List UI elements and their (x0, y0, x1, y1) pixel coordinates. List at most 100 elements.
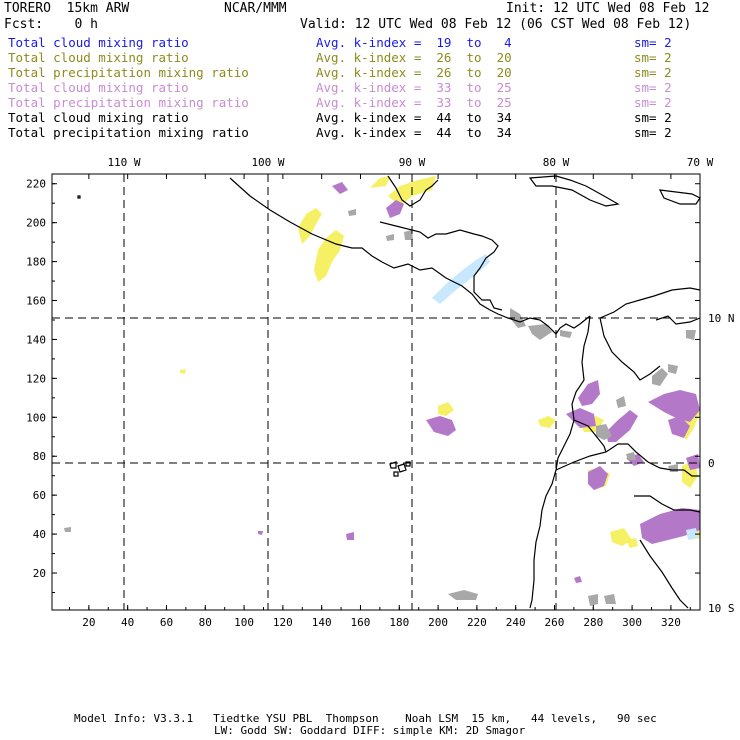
init-time: Init: 12 UTC Wed 08 Feb 12 (506, 1, 710, 16)
x-tick-label: 120 (273, 616, 293, 629)
legend-field-name: Total cloud mixing ratio (8, 50, 189, 65)
forecast-hour: Fcst: 0 h (4, 17, 98, 32)
yellow-cloud-area (314, 230, 344, 282)
yellow-cloud-area (180, 369, 186, 374)
gray-cloud-area (528, 324, 552, 340)
x-tick-label: 100 (234, 616, 254, 629)
legend-smoothing: sm= 2 (634, 95, 672, 110)
x-tick-label: 40 (121, 616, 134, 629)
x-tick-label: 240 (506, 616, 526, 629)
legend-field-name: Total cloud mixing ratio (8, 35, 189, 50)
purple-precip-area (426, 416, 456, 436)
gray-cloud-area (404, 230, 413, 240)
yellow-cloud-area (438, 402, 454, 416)
lightblue-cloud-area (432, 254, 490, 304)
purple-precip-area (668, 416, 690, 438)
y-tick-label: 180 (26, 256, 46, 269)
purple-precip-area (578, 380, 600, 406)
purple-precip-area (346, 532, 354, 540)
x-tick-label: 260 (545, 616, 565, 629)
gray-cloud-area (616, 396, 626, 408)
top-lon-label: 80 W (543, 156, 570, 169)
y-tick-label: 140 (26, 333, 46, 346)
gray-cloud-area (64, 527, 71, 532)
purple-precip-area (574, 576, 582, 583)
legend-smoothing: sm= 2 (634, 50, 672, 65)
bolivia-border (634, 495, 701, 513)
x-tick-label: 140 (312, 616, 332, 629)
legend-field-name: Total precipitation mixing ratio (8, 95, 249, 110)
legend-k-index: Avg. k-index = 33 to 25 (316, 80, 512, 95)
purple-precip-area (588, 466, 608, 490)
yucatan-coast (379, 221, 503, 311)
gray-cloud-area (652, 368, 668, 386)
gray-cloud-area (604, 594, 616, 604)
galapagos-islands (389, 461, 411, 477)
purple-precip-area (606, 410, 638, 442)
x-tick-label: 80 (199, 616, 212, 629)
purple-precip-area (686, 454, 700, 470)
model-info-line1: Model Info: V3.3.1 Tiedtke YSU PBL Thomp… (74, 712, 657, 725)
precip-cloud-fields (64, 176, 700, 606)
legend-field-name: Total precipitation mixing ratio (8, 65, 249, 80)
gray-cloud-area (686, 330, 696, 340)
gray-cloud-area (626, 452, 636, 460)
gray-cloud-area (588, 594, 598, 606)
x-tick-label: 280 (583, 616, 603, 629)
south-america-west-coast (529, 315, 591, 609)
caribbean-islands (528, 175, 620, 207)
axis-tick-labels: 220 200 180 160 140 120 100 80 60 40 20 20 40 60 80 100… (26, 156, 734, 629)
yellow-cloud-area (626, 538, 638, 548)
venezuela-coast (655, 315, 701, 325)
y-tick-label: 120 (26, 372, 46, 385)
south-border (639, 539, 689, 609)
lat-lon-grid (52, 174, 700, 610)
x-tick-label: 20 (82, 616, 95, 629)
yellow-cloud-area (538, 416, 556, 428)
x-tick-label: 60 (160, 616, 173, 629)
y-tick-label: 160 (26, 295, 46, 308)
x-tick-label: 200 (428, 616, 448, 629)
yellow-cloud-area (298, 208, 322, 244)
legend-k-index: Avg. k-index = 44 to 34 (316, 125, 512, 140)
x-tick-label: 160 (351, 616, 371, 629)
colombia-coast (599, 287, 701, 319)
y-tick-label: 200 (26, 217, 46, 230)
legend-k-index: Avg. k-index = 33 to 25 (316, 95, 512, 110)
legend-smoothing: sm= 2 (634, 65, 672, 80)
top-lon-label: 100 W (251, 156, 284, 169)
valid-time: Valid: 12 UTC Wed 08 Feb 12 (06 CST Wed … (300, 17, 692, 32)
purple-precip-area (640, 508, 700, 544)
coastlines (77, 175, 701, 609)
gulf-coast (387, 175, 439, 207)
model-info-line2: LW: Godd SW: Goddard DIFF: simple KM: 2D… (214, 724, 526, 737)
legend-k-index: Avg. k-index = 26 to 20 (316, 65, 512, 80)
cocos-island (77, 195, 81, 199)
purple-precip-area (258, 531, 263, 535)
y-tick-label: 20 (33, 567, 46, 580)
gray-cloud-area (386, 234, 394, 241)
x-tick-label: 300 (622, 616, 642, 629)
gray-cloud-area (668, 364, 678, 374)
legend-field-name: Total precipitation mixing ratio (8, 125, 249, 140)
map-frame (51, 173, 701, 611)
peru-border (555, 443, 700, 477)
purple-precip-area (648, 390, 700, 422)
y-tick-label: 40 (33, 528, 46, 541)
legend-k-index: Avg. k-index = 19 to 4 (316, 35, 512, 50)
legend-k-index: Avg. k-index = 26 to 20 (316, 50, 512, 65)
yellow-cloud-area (370, 176, 390, 188)
purple-precip-area (332, 182, 348, 194)
axis-ticks (52, 174, 700, 610)
right-lat-label: 0 (708, 457, 715, 470)
top-lon-label: 90 W (399, 156, 426, 169)
right-lat-label: 10 S (708, 602, 735, 615)
lightblue-cloud-area (686, 528, 698, 540)
gray-cloud-area (448, 590, 478, 600)
brazil-border (599, 317, 661, 381)
top-lon-label: 70 W (687, 156, 714, 169)
x-tick-label: 320 (661, 616, 681, 629)
ecuador-border (573, 419, 607, 453)
yellow-cloud-area (610, 528, 632, 546)
gray-cloud-area (510, 308, 526, 328)
